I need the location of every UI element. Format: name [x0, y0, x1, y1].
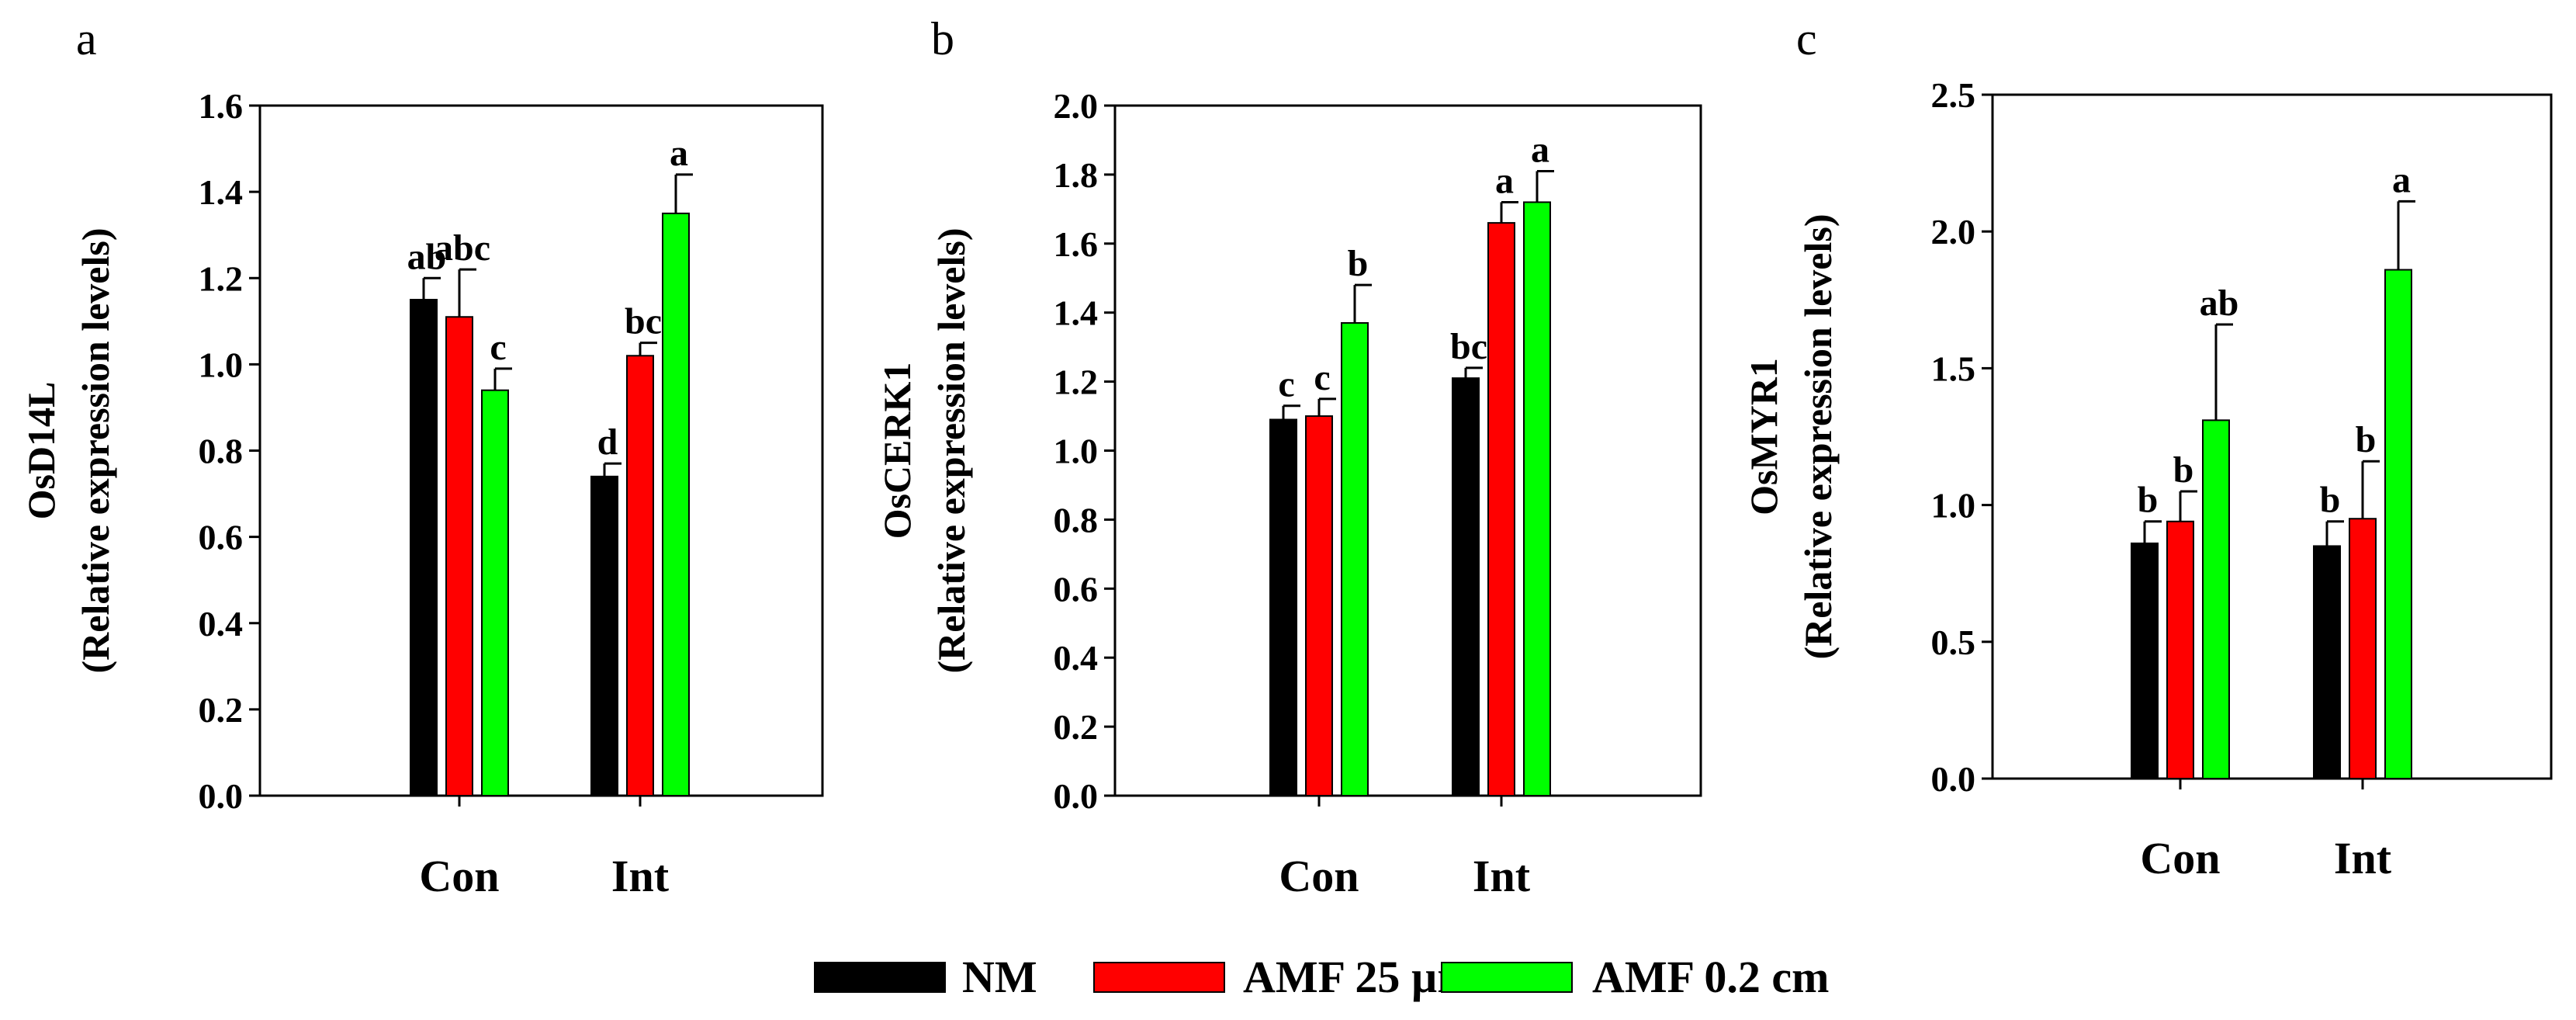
y-tick-label: 0.0 — [1054, 776, 1099, 816]
bar — [2349, 518, 2377, 779]
significance-letter: d — [597, 422, 618, 463]
bar — [590, 475, 618, 797]
significance-letter: a — [1495, 160, 1514, 201]
y-axis-label-gene: OsD14L — [19, 382, 63, 520]
bar — [626, 355, 654, 796]
y-tick-label: 0.4 — [199, 604, 244, 644]
y-tick-label: 1.0 — [1054, 432, 1099, 471]
plot-frame — [1991, 93, 2553, 780]
y-tick-label: 0.6 — [1054, 569, 1099, 609]
significance-letter: c — [490, 327, 506, 368]
significance-letter: ab — [407, 236, 447, 277]
bar — [445, 316, 473, 797]
legend-label: AMF 0.2 cm — [1592, 952, 1829, 1002]
bar — [2384, 269, 2412, 779]
significance-letter: b — [2138, 480, 2159, 521]
significance-letter: b — [2320, 480, 2341, 521]
plot-frame — [1113, 104, 1702, 797]
y-axis-label-gene: OsMYR1 — [1742, 358, 1785, 515]
y-axis-label-gene: OsCERK1 — [875, 363, 919, 539]
x-tick-label: Con — [1279, 851, 1359, 901]
bar — [2202, 419, 2230, 780]
significance-letter: bc — [625, 301, 662, 342]
significance-letter: a — [670, 133, 688, 174]
bar — [1452, 377, 1480, 796]
y-tick-label: 2.5 — [1931, 75, 1976, 115]
y-tick-label: 0.2 — [199, 690, 244, 730]
significance-letter: bc — [1450, 326, 1487, 367]
y-tick-label: 1.8 — [1054, 155, 1099, 195]
y-axis-label-units: (Relative expression levels) — [1796, 214, 1840, 660]
y-tick-label: 0.8 — [1054, 500, 1099, 539]
legend-label: AMF 25 µm — [1243, 952, 1475, 1002]
y-tick-label: 2.0 — [1054, 86, 1099, 126]
legend-swatch — [1093, 962, 1225, 993]
chart-panel-b: b 0.0 0.2 0.4 0.6 0.8 1.0 1.2 1.4 1.6 1.8 2.0 OsCERK… — [875, 13, 1702, 901]
y-tick-label: 0.6 — [199, 518, 244, 557]
bar — [2131, 542, 2159, 779]
bar — [1305, 415, 1333, 796]
significance-letter: ab — [2200, 283, 2239, 324]
y-tick-label: 1.4 — [1054, 293, 1099, 333]
x-tick-label: Int — [611, 851, 670, 901]
significance-letter: a — [1531, 129, 1549, 170]
y-tick-label: 0.0 — [199, 776, 244, 816]
y-tick-label: 0.5 — [1931, 623, 1976, 662]
y-tick-label: 1.6 — [199, 86, 244, 126]
significance-letter: b — [1348, 243, 1369, 284]
plot-frame — [258, 104, 824, 797]
chart-panel-a: a 0.0 0.2 0.4 0.6 0.8 1.0 1.2 1.4 1.6 OsD14L (Relat… — [19, 13, 824, 901]
bar — [410, 299, 438, 796]
bar — [1523, 201, 1551, 796]
y-axis-label-units: (Relative expression levels) — [74, 228, 117, 674]
panel-label: a — [76, 13, 97, 64]
bar — [1269, 418, 1297, 796]
y-tick-label: 1.4 — [199, 172, 244, 212]
significance-letter: c — [1278, 364, 1294, 405]
bar — [662, 212, 690, 796]
y-tick-label: 1.2 — [1054, 363, 1099, 402]
y-tick-label: 1.0 — [199, 345, 244, 384]
panel-label: b — [931, 13, 954, 64]
significance-letter: a — [2392, 159, 2411, 200]
x-tick-label: Int — [2334, 833, 2392, 883]
y-tick-label: 1.5 — [1931, 349, 1976, 388]
chart-panel-c: c 0.0 0.5 1.0 1.5 2.0 2.5 OsMYR1 (Relative expre… — [1742, 13, 2553, 883]
y-tick-label: 1.6 — [1054, 224, 1099, 264]
x-tick-label: Con — [419, 851, 499, 901]
y-axis-label-units: (Relative expression levels) — [930, 228, 973, 674]
significance-letter: b — [2173, 449, 2194, 491]
bar — [1487, 222, 1515, 796]
y-tick-label: 0.2 — [1054, 707, 1099, 747]
y-tick-label: 0.0 — [1931, 759, 1976, 799]
legend-label: NM — [962, 952, 1037, 1002]
significance-letter: c — [1314, 357, 1330, 398]
significance-letter: abc — [435, 227, 490, 269]
panel-label: c — [1796, 13, 1817, 64]
legend: NM AMF 25 µm AMF 0.2 cm — [814, 952, 1829, 1002]
legend-swatch — [814, 962, 946, 993]
significance-letter: b — [2356, 419, 2377, 460]
legend-swatch — [1441, 962, 1573, 993]
x-tick-label: Int — [1473, 851, 1531, 901]
y-tick-label: 0.4 — [1054, 638, 1099, 678]
y-tick-label: 0.8 — [199, 432, 244, 471]
y-tick-label: 1.2 — [199, 258, 244, 298]
x-tick-label: Con — [2140, 833, 2220, 883]
bar — [2166, 520, 2194, 780]
bar — [1341, 322, 1369, 797]
y-tick-label: 1.0 — [1931, 486, 1976, 526]
bar — [481, 389, 509, 796]
y-tick-label: 2.0 — [1931, 212, 1976, 252]
bar — [2313, 545, 2341, 780]
